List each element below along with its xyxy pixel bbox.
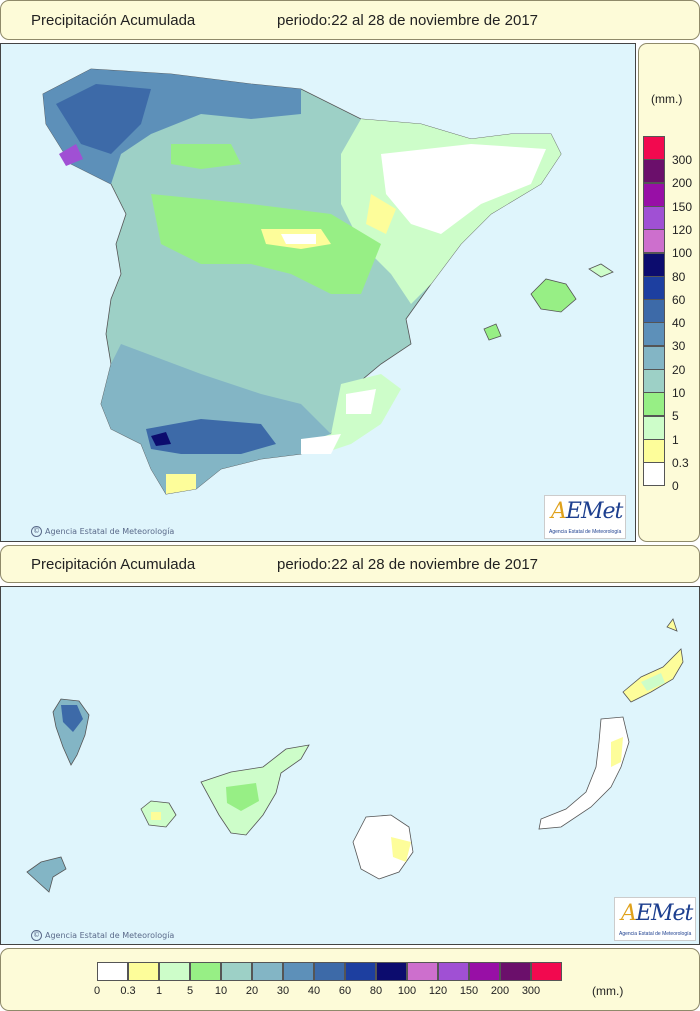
legend-label: 200: [490, 985, 510, 997]
legend-label: 0.3: [120, 985, 136, 997]
legend-label: 150: [672, 199, 693, 214]
island-lanzarote: [622, 648, 684, 703]
bottom-title-bar: Precipitación Acumulada periodo:22 al 28…: [0, 545, 700, 583]
legend-label: 20: [672, 362, 686, 377]
aemet-logo-top: AEMet Agencia Estatal de Meteorología: [544, 495, 626, 539]
legend-label: 5: [672, 409, 679, 424]
legend-swatch: [643, 369, 665, 393]
legend-swatch: [314, 962, 345, 981]
bottom-period: periodo:22 al 28 de noviembre de 2017: [277, 555, 539, 573]
legend-swatch: [643, 299, 665, 324]
bottom-map-credit: © Agencia Estatal de Meteorología: [31, 930, 174, 941]
legend-label: 120: [672, 222, 693, 237]
legend-label: 80: [672, 269, 686, 284]
legend-label: 200: [672, 176, 693, 191]
legend-label: 1: [672, 432, 679, 447]
legend-swatch: [643, 345, 665, 370]
legend-label: 40: [672, 316, 686, 331]
legend-swatch: [643, 438, 665, 463]
legend-label: 1: [155, 985, 163, 997]
legend-label: 30: [672, 339, 686, 354]
top-period: periodo:22 al 28 de noviembre de 2017: [277, 11, 539, 29]
bottom-title: Precipitación Acumulada: [31, 555, 196, 573]
island-fuerteventura: [538, 716, 630, 830]
legend-swatch: [643, 205, 665, 230]
legend-swatch: [407, 962, 438, 981]
legend-swatch: [438, 962, 469, 981]
peninsula-map-graphic: [42, 68, 614, 495]
top-credit-text: Agencia Estatal de Meteorología: [45, 527, 175, 536]
legend-swatch: [128, 962, 159, 981]
legend-label: 0: [93, 985, 101, 997]
top-title: Precipitación Acumulada: [31, 11, 196, 29]
copyright-icon-2: ©: [31, 930, 42, 941]
legend-swatch: [252, 962, 283, 981]
legend-label: 30: [276, 985, 290, 997]
bottom-credit-text: Agencia Estatal de Meteorología: [45, 931, 175, 940]
legend-swatch: [643, 275, 665, 300]
legend-swatch: [643, 229, 665, 254]
legend-swatch: [643, 322, 665, 347]
legend-label: 60: [672, 292, 686, 307]
legend-swatch: [643, 415, 665, 440]
legend-label: 300: [672, 153, 693, 167]
legend-label: 80: [369, 985, 383, 997]
legend-swatch: [159, 962, 190, 981]
island-gran-canaria: [352, 814, 414, 880]
legend-swatch: [190, 962, 221, 981]
legend-swatch: [221, 962, 252, 981]
legend-label: 120: [428, 985, 448, 997]
legend-label: 300: [521, 985, 541, 997]
legend-label: 20: [245, 985, 259, 997]
legend-label: 100: [397, 985, 417, 997]
legend-swatch: [643, 462, 665, 487]
island-el-hierro: [26, 856, 67, 893]
legend-swatch: [376, 962, 407, 981]
legend-label: 60: [338, 985, 352, 997]
legend-swatch: [643, 136, 665, 160]
legend-label: 10: [214, 985, 228, 997]
copyright-icon: ©: [31, 526, 42, 537]
canary-map-graphic: [26, 618, 684, 893]
legend-swatch: [643, 159, 665, 184]
legend-swatch: [643, 252, 665, 277]
legend-swatch: [97, 962, 128, 981]
legend-label: 0: [672, 479, 679, 494]
canary-map: © Agencia Estatal de Meteorología AEMet …: [0, 586, 700, 945]
legend-label: 40: [307, 985, 321, 997]
vertical-legend-unit: (mm.): [651, 92, 683, 106]
legend-label: 10: [672, 386, 686, 400]
legend-swatch: [531, 962, 562, 981]
horizontal-legend-unit: (mm.): [592, 984, 624, 998]
legend-label: 150: [459, 985, 479, 997]
legend-swatch: [643, 392, 665, 417]
top-map-credit: © Agencia Estatal de Meteorología: [31, 526, 174, 537]
top-title-bar: Precipitación Acumulada periodo:22 al 28…: [0, 0, 700, 40]
legend-label: 0.3: [672, 455, 689, 470]
legend-swatch: [500, 962, 531, 981]
legend-swatch: [283, 962, 314, 981]
legend-label: 100: [672, 246, 693, 261]
peninsula-map: © Agencia Estatal de Meteorología AEMet …: [0, 43, 636, 542]
legend-label: 5: [186, 985, 194, 997]
legend-swatch: [345, 962, 376, 981]
legend-swatch: [469, 962, 500, 981]
legend-swatch: [643, 182, 665, 207]
aemet-logo-bottom: AEMet Agencia Estatal de Meteorología: [614, 897, 696, 941]
